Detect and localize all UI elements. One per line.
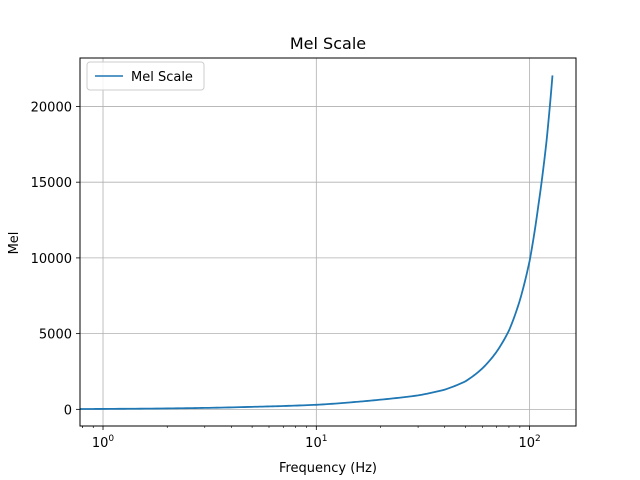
x-tick-label: 101	[305, 434, 327, 451]
y-tick-label: 5000	[39, 328, 72, 343]
y-tick-label: 15000	[31, 176, 72, 191]
x-tick-label: 102	[518, 434, 540, 451]
y-tick-label: 10000	[31, 252, 72, 267]
legend: Mel Scale	[86, 61, 205, 91]
y-axis-title: Mel	[7, 232, 22, 255]
x-tick-label: 100	[92, 434, 115, 451]
series-layer	[79, 75, 554, 410]
ticks: 100 101 102 0 5000 10000 15000 20000	[31, 100, 541, 451]
y-tick-label: 0	[64, 403, 72, 418]
legend-frame	[86, 61, 205, 91]
legend-label: Mel Scale	[131, 70, 193, 85]
x-axis-title: Frequency (Hz)	[279, 461, 377, 476]
y-tick-label: 20000	[31, 100, 72, 115]
series-line	[79, 75, 554, 410]
chart-title: Mel Scale	[290, 34, 366, 53]
plot-frame	[79, 57, 577, 427]
